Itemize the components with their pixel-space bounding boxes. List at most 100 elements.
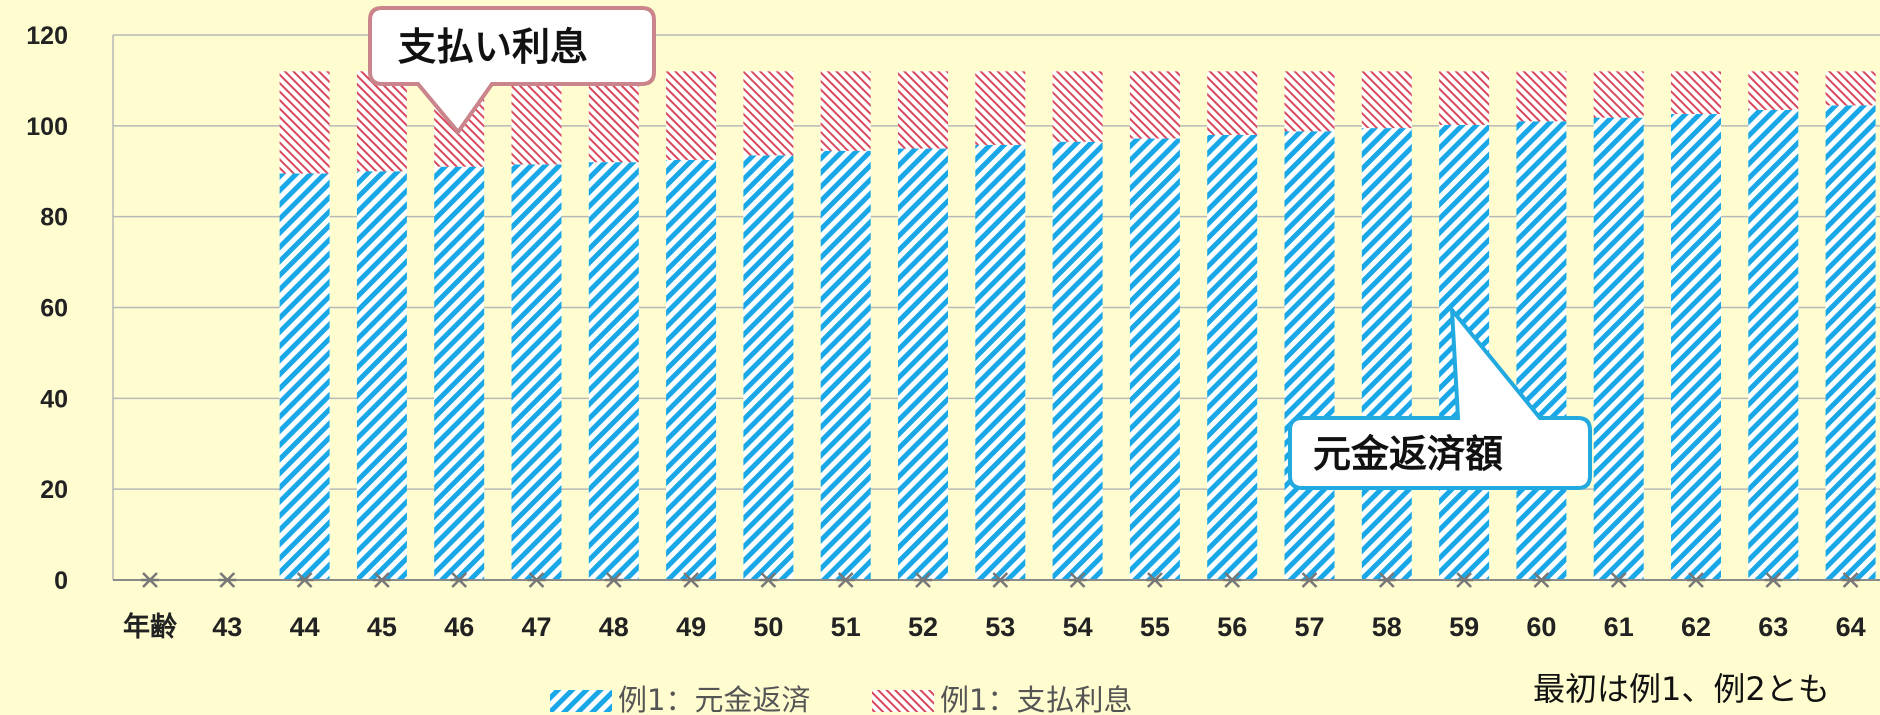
zero-marker [1532, 572, 1551, 588]
bar-principal [279, 173, 330, 581]
x-tick-label: 46 [444, 612, 474, 642]
side-note: 最初は例1、例2とも [1533, 670, 1830, 708]
y-tick-label: 120 [26, 22, 68, 50]
principal-callout: 元金返済額 [1288, 303, 1592, 490]
legend-swatch-interest [872, 690, 934, 712]
y-tick-label: 20 [40, 476, 68, 504]
bar-interest [1052, 71, 1103, 142]
x-tick-label: 44 [290, 612, 320, 642]
bar-principal [1516, 121, 1567, 581]
x-tick-label: 50 [753, 612, 783, 642]
bar-interest [279, 71, 330, 174]
x-tick-label: 49 [676, 612, 706, 642]
zero-marker [836, 572, 855, 588]
bar-interest [356, 71, 407, 172]
y-tick-label: 80 [40, 204, 68, 232]
bar-interest [898, 71, 948, 149]
zero-marker [295, 572, 314, 588]
legend-label-principal: 例1：元金返済 [618, 683, 810, 715]
bar-principal [666, 159, 717, 581]
bar-interest [1593, 71, 1644, 118]
bar-interest [820, 71, 871, 151]
zero-marker [527, 572, 546, 588]
y-axis-ticks: 0 20 40 60 80 100 120 [26, 22, 68, 595]
zero-marker [1377, 572, 1396, 588]
bar-principal [898, 148, 948, 580]
x-tick-label: 53 [985, 612, 1015, 642]
zero-marker [141, 572, 159, 588]
zero-marker [1609, 572, 1628, 588]
x-tick-label: 58 [1372, 612, 1402, 642]
zero-marker [1841, 572, 1860, 588]
bar-interest [975, 71, 1026, 145]
zero-markers [141, 572, 1860, 588]
bar-principal [588, 162, 639, 580]
y-tick-label: 40 [40, 385, 68, 413]
legend-swatch-principal [550, 690, 612, 712]
bar-principal [1129, 138, 1180, 581]
y-tick-label: 0 [54, 567, 68, 595]
x-tick-label: 56 [1217, 612, 1247, 642]
zero-marker [372, 572, 391, 588]
bar-interest [1825, 71, 1876, 106]
bar-principal [1825, 105, 1876, 580]
zero-marker [682, 572, 701, 588]
zero-marker [1764, 572, 1783, 588]
bar-principal [975, 144, 1026, 581]
interest-callout: 支払い利息 [368, 6, 656, 136]
x-tick-label: 52 [908, 612, 938, 642]
zero-marker [1687, 572, 1705, 588]
bar-interest [1129, 71, 1180, 139]
x-tick-label: 64 [1836, 612, 1866, 642]
y-tick-label: 60 [40, 295, 68, 323]
bar-interest [1748, 71, 1799, 110]
x-tick-label: 59 [1449, 612, 1479, 642]
x-tick-label: 47 [521, 612, 551, 642]
legend: 例1：元金返済 例1：支払利息 [550, 683, 1132, 715]
bar-interest [666, 71, 717, 160]
x-tick-label: 63 [1758, 612, 1788, 642]
zero-marker [1145, 572, 1164, 588]
zero-marker [450, 572, 469, 588]
zero-marker [759, 572, 778, 588]
bar-principal [743, 155, 794, 580]
zero-marker [914, 572, 932, 588]
bar-principal [1671, 114, 1721, 581]
bar-principal [1361, 128, 1412, 580]
bar-principal [1284, 131, 1335, 581]
bar-interest [588, 71, 639, 163]
x-tick-label: 62 [1681, 612, 1711, 642]
bar-principal [1748, 109, 1799, 580]
zero-marker [1068, 572, 1087, 588]
bars [279, 71, 1876, 581]
principal-callout-label: 元金返済額 [1313, 432, 1503, 476]
x-tick-label: 48 [599, 612, 629, 642]
bar-interest [1516, 71, 1567, 122]
zero-marker [1223, 572, 1242, 588]
legend-label-interest: 例1：支払利息 [940, 683, 1132, 715]
x-tick-label: 43 [212, 612, 242, 642]
bar-principal [434, 166, 485, 581]
x-tick-label: 45 [367, 612, 397, 642]
x-tick-label: 60 [1526, 612, 1556, 642]
x-tick-label: 51 [831, 612, 861, 642]
x-tick-label: 61 [1604, 612, 1634, 642]
zero-marker [991, 572, 1010, 588]
x-tick-label: 55 [1140, 612, 1170, 642]
x-axis-ticks: 年齢 43 44 45 46 47 48 49 50 51 52 53 54 55 56 57 58 59 60 61… [123, 611, 1866, 642]
x-tick-label: 54 [1063, 612, 1093, 642]
bar-interest [743, 71, 794, 156]
zero-marker [218, 572, 237, 588]
bar-principal [820, 150, 871, 580]
bar-interest [511, 71, 562, 165]
bar-interest [1207, 71, 1258, 135]
bar-principal [1207, 134, 1258, 580]
zero-marker [1300, 572, 1319, 588]
y-tick-label: 100 [26, 113, 68, 141]
bar-principal [1052, 141, 1103, 580]
bar-interest [1361, 71, 1412, 129]
bar-principal [1593, 117, 1644, 581]
x-tick-label: 57 [1294, 612, 1324, 642]
